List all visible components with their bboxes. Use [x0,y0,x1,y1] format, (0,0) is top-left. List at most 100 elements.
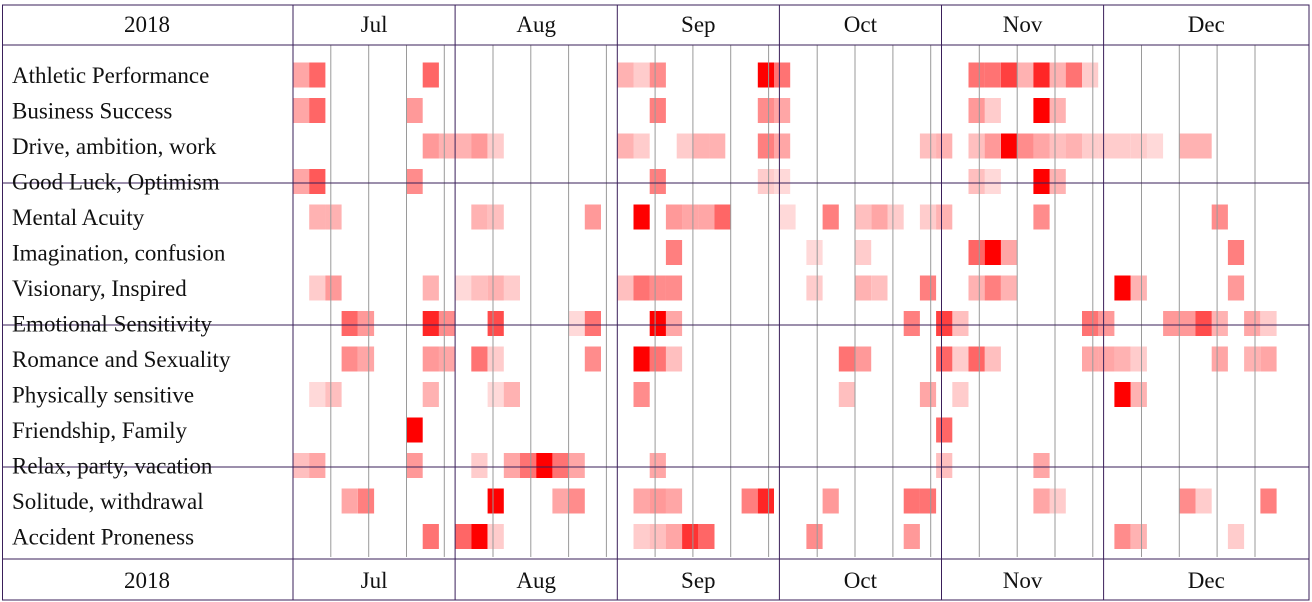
heat-cell [665,275,683,301]
heat-cell [487,488,504,514]
heat-cell [757,169,774,194]
top-month-header: 2018 Jul Aug Sep Oct Nov Dec [124,12,1225,37]
heat-cell [487,133,504,159]
heat-cell [692,133,710,159]
heat-cell [1114,382,1131,407]
heat-cell [293,453,310,478]
heat-cell [919,382,937,407]
heat-cell [471,204,488,230]
heat-cell [568,488,585,514]
heat-cell [1082,311,1099,336]
heat-cell [1098,133,1115,159]
heat-cell [325,275,342,301]
heat-cell [649,275,666,301]
heat-cell [1049,98,1066,123]
heat-cell [676,133,693,159]
heat-cell [1049,133,1066,159]
heat-cell [422,382,439,407]
heat-cell [1065,62,1082,88]
heat-cell [520,453,537,478]
heat-cell [984,98,1001,123]
heat-cell [855,204,872,230]
heat-cell [714,204,731,230]
heat-cell [422,346,439,372]
heat-cell [1033,204,1050,230]
heat-cell [1244,346,1261,372]
heat-cell [1227,524,1245,549]
heat-cell [649,98,666,123]
heat-cell [455,275,472,301]
heat-cell [649,488,666,514]
heat-cell [649,346,666,372]
heat-cell [1179,133,1196,159]
heat-cell [1033,488,1050,514]
heat-cell [1211,346,1228,372]
heat-cell [1227,275,1245,301]
heat-cell [1211,311,1228,336]
heat-cell [1260,311,1277,336]
heat-cell [1082,62,1099,88]
heat-cell [1065,133,1082,159]
heat-cell [293,169,310,194]
heat-cell [633,382,650,407]
heat-cell [422,524,439,549]
heat-cell [682,204,699,230]
heat-cell [617,133,634,159]
heat-cell [309,275,326,301]
heat-cell [309,453,326,478]
heat-cell [855,275,872,301]
heat-cell [822,204,839,230]
heat-cell [617,275,634,301]
heat-cell [487,275,504,301]
heat-cell [822,488,839,514]
heat-cell [649,524,666,549]
heat-cell [774,169,791,194]
heat-cell [1098,346,1115,372]
heat-cell [406,417,423,443]
heat-cell [665,524,683,549]
heat-cell [1179,311,1196,336]
heat-cell [406,169,423,194]
heat-cell [1033,169,1050,194]
row-label: Relax, party, vacation [12,454,213,479]
heat-cell [1163,311,1180,336]
heat-cell [487,204,504,230]
heat-cell [984,62,1001,88]
heat-cell [487,524,504,549]
heat-cell [487,382,504,407]
heat-cell [1033,133,1050,159]
heat-cell [633,204,650,230]
heat-cell [903,311,920,336]
heat-cell [968,133,985,159]
heat-cell [936,346,953,372]
heat-cell [1049,62,1066,88]
heat-cell [936,133,953,159]
heat-cell [968,346,985,372]
heat-cell [1179,488,1196,514]
row-label: Drive, ambition, work [12,134,217,159]
heat-cell [1114,133,1131,159]
heat-cell [584,346,601,372]
heat-cell [1244,311,1261,336]
heat-cell [552,488,569,514]
heat-cell [984,275,1001,301]
heat-cell [455,133,472,159]
heat-cell [871,275,888,301]
heat-cell [471,275,488,301]
heat-cell [1017,133,1034,159]
heat-cell [887,204,904,230]
heat-cell [568,311,585,336]
week-gridlines [330,45,1256,557]
month-label-oct: Oct [844,12,878,37]
heat-cell [698,524,715,549]
heat-cell [487,311,504,336]
heat-cell [806,275,823,301]
heat-cell [757,62,774,88]
heat-cell [487,346,504,372]
heat-cell [1001,240,1018,265]
heat-cell [774,98,791,123]
heat-cell [903,524,920,549]
heat-cell [633,346,650,372]
month-label-aug: Aug [516,12,556,37]
heat-cell [774,62,791,88]
